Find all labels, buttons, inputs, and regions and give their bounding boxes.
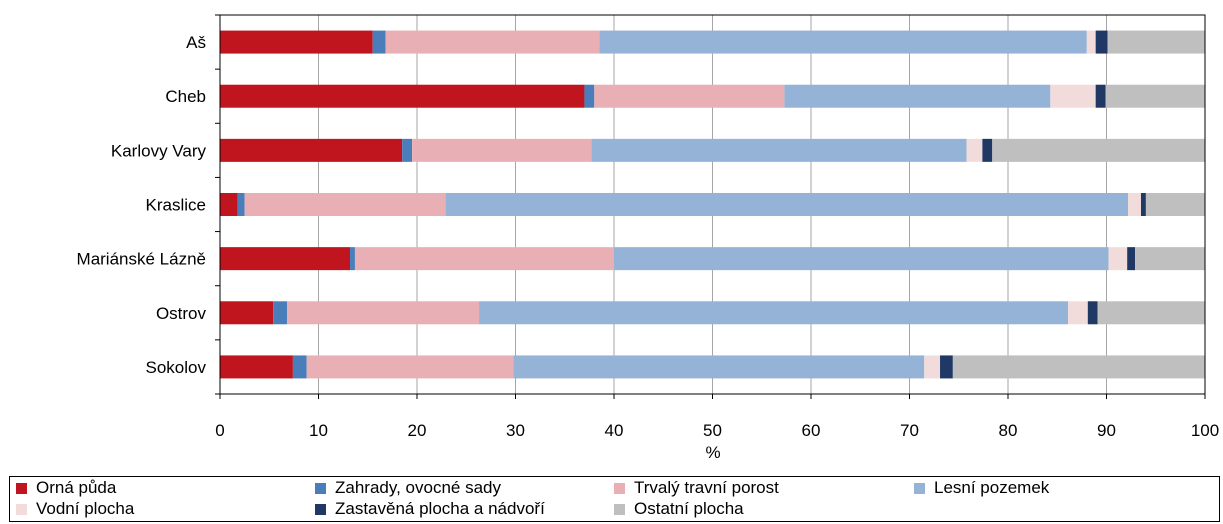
bar-segment [372,30,386,54]
bar-segment [385,30,600,54]
legend-item: Trvalý travní porost [614,477,779,499]
legend-label: Lesní pozemek [934,478,1050,497]
bar-segment [1140,193,1146,216]
legend-item: Zastavěná plocha a nádvoří [315,498,545,520]
legend-label: Ostatní plocha [634,499,744,518]
legend-item: Lesní pozemek [914,477,1049,499]
bar-segment [445,193,1129,216]
legend-item: Zahrady, ovocné sady [315,477,501,499]
bar-segment [479,301,1069,325]
bar-segment [584,84,595,108]
x-tick-label: 90 [1097,421,1116,440]
x-tick-label: 70 [900,421,919,440]
legend-label: Zastavěná plocha a nádvoří [335,499,545,518]
category-label: Aš [186,33,206,52]
legend-swatch [914,482,925,494]
legend-item: Orná půda [16,477,116,499]
category-labels: Aš Cheb Karlovy Vary Kraslice Mariánské Lázn… [77,33,207,377]
bar-segment [412,138,592,162]
legend-label: Trvalý travní porost [634,478,779,497]
x-tick-label: 40 [605,421,624,440]
legend-swatch [16,482,27,494]
legend: Orná půda Zahrady, ovocné sady Trvalý trav… [9,476,1220,522]
bar-segment [940,355,953,379]
legend-item: Vodní plocha [16,498,134,520]
bar-segment [220,84,585,108]
legend-swatch [614,503,625,515]
bar-segment [1127,247,1136,271]
bar-segment [292,355,307,379]
axes [215,14,1206,399]
x-tick-label: 0 [215,421,224,440]
bar-segment [220,30,373,54]
bar-segment [591,138,967,162]
legend-label: Orná půda [36,478,117,497]
bar-segment [273,301,287,325]
category-label: Karlovy Vary [111,141,207,160]
bar-segment [614,247,1109,271]
legend-swatch [614,482,625,494]
bar-segment [982,138,993,162]
x-tick-label: 80 [999,421,1018,440]
bar-segment [952,355,1205,379]
bar-segment [350,247,355,271]
bar-segment [1097,301,1205,325]
bar-segment [1145,193,1205,216]
bar-segment [513,355,925,379]
legend-swatch [315,503,326,515]
legend-label: Vodní plocha [36,499,135,518]
tick-labels: 0 10 20 30 40 50 60 70 80 90 100 [215,421,1219,440]
bar-segment [784,84,1051,108]
bar-segment [1050,84,1096,108]
bar-segment [1128,193,1141,216]
bar-segment [1095,30,1108,54]
legend-label: Zahrady, ovocné sady [335,478,501,497]
bar-segment [1068,301,1088,325]
legend-item: Ostatní plocha [614,498,744,520]
category-label: Kraslice [146,196,206,215]
bar-segment [1105,84,1205,108]
bar-segment [220,247,351,271]
x-tick-label: 10 [309,421,328,440]
bar-segment [1087,301,1098,325]
category-label: Sokolov [146,358,207,377]
category-label: Cheb [165,87,206,106]
bar-segment [402,138,413,162]
bar-segment [306,355,514,379]
category-label: Ostrov [156,304,207,323]
legend-swatch [16,503,27,515]
bar-segment [992,138,1205,162]
bar-segment [220,138,403,162]
stacked-bar-chart: Aš Cheb Karlovy Vary Kraslice Mariánské Lázn… [77,14,1219,462]
bar-segment [966,138,983,162]
x-tick-label: 30 [506,421,525,440]
x-tick-label: 20 [408,421,427,440]
legend-swatch [315,482,326,494]
bar-segment [1107,30,1205,54]
bar-segment [1135,247,1205,271]
x-tick-label: 60 [802,421,821,440]
bar-segment [220,193,238,216]
bar-segment [599,30,1087,54]
bar-segment [924,355,941,379]
x-tick-label: 50 [703,421,722,440]
bar-segment [244,193,446,216]
bar-segment [354,247,614,271]
category-label: Mariánské Lázně [77,250,206,269]
bar-segment [237,193,245,216]
bar-segment [1108,247,1128,271]
bar-segment [1086,30,1096,54]
bar-segment [220,301,274,325]
bar-segment [1095,84,1106,108]
bar-segment [594,84,785,108]
bar-segment [286,301,480,325]
x-tick-label: 100 [1191,421,1219,440]
bar-segment [220,355,293,379]
bars [220,30,1205,379]
x-axis-label: % [705,443,720,462]
